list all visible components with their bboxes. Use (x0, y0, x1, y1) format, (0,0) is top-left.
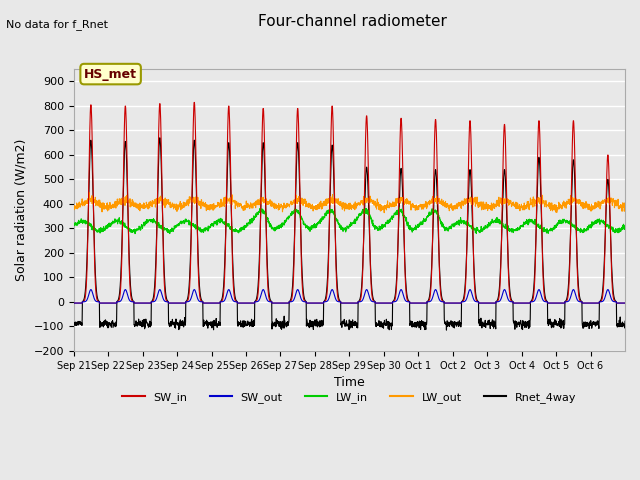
Text: No data for f_Rnet: No data for f_Rnet (6, 19, 108, 30)
Text: Four-channel radiometer: Four-channel radiometer (257, 14, 447, 29)
Text: HS_met: HS_met (84, 68, 137, 81)
Legend: SW_in, SW_out, LW_in, LW_out, Rnet_4way: SW_in, SW_out, LW_in, LW_out, Rnet_4way (118, 387, 581, 408)
Y-axis label: Solar radiation (W/m2): Solar radiation (W/m2) (15, 139, 28, 281)
X-axis label: Time: Time (334, 376, 365, 389)
